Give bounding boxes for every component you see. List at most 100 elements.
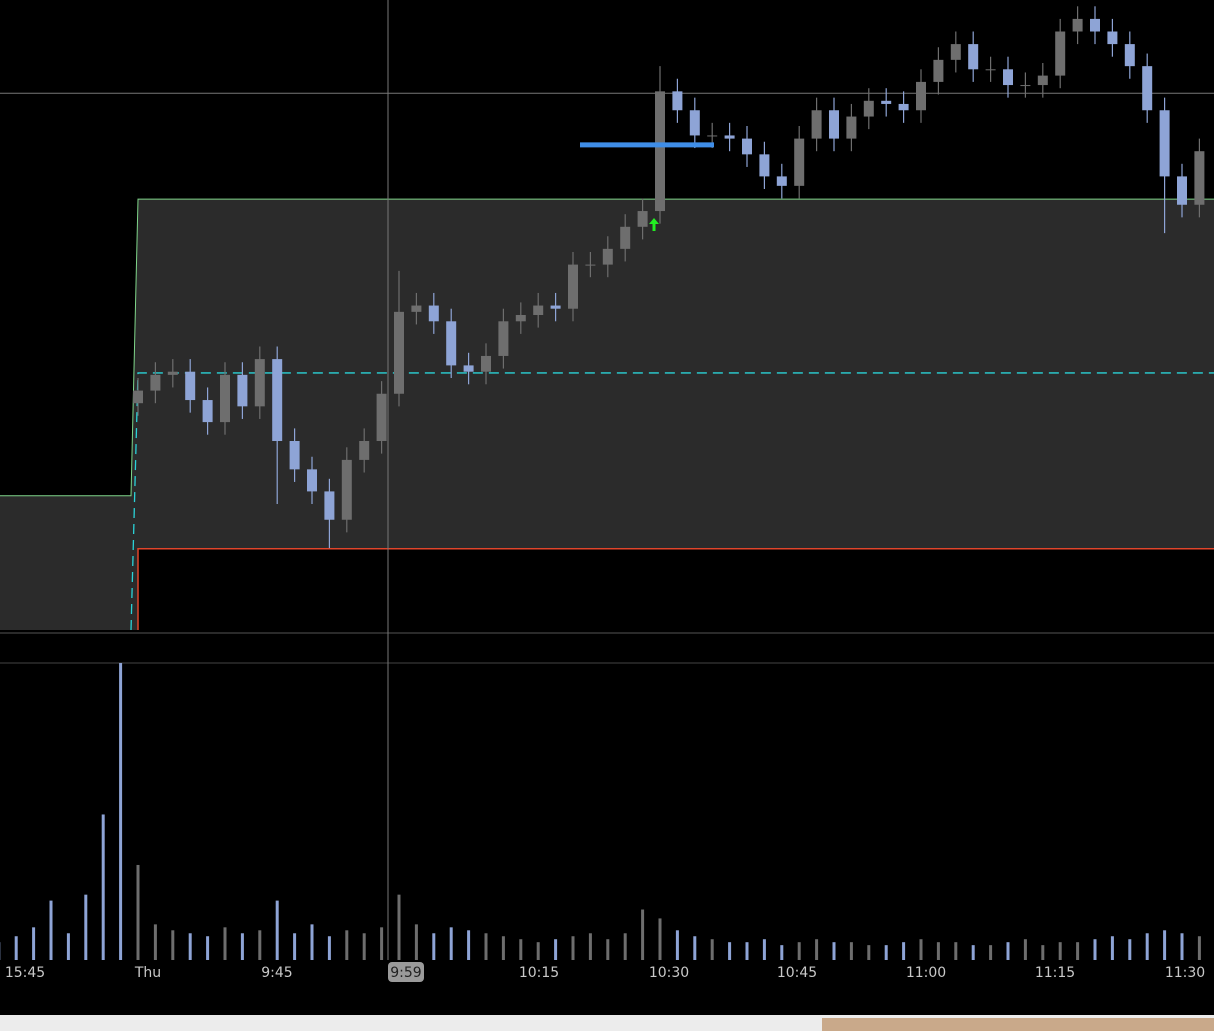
volume-bar	[1197, 936, 1201, 960]
volume-bar	[414, 924, 418, 960]
volume-bar	[240, 933, 244, 960]
volume-bar	[762, 939, 766, 960]
candle-body	[411, 305, 422, 312]
volume-bar	[658, 918, 662, 960]
volume-bar	[467, 930, 471, 960]
candle-body	[1090, 18, 1100, 32]
volume-bar	[327, 936, 331, 960]
signal-arrow	[649, 218, 659, 231]
volume-bar	[815, 939, 819, 960]
range-fill	[0, 495, 131, 630]
candle-body	[359, 441, 370, 460]
candle-body	[985, 69, 996, 71]
candle-body	[933, 59, 944, 82]
candle-body	[655, 91, 665, 212]
candle-body	[1124, 44, 1135, 67]
volume-bar	[293, 933, 297, 960]
volume-bar	[14, 936, 18, 960]
volume-bar	[675, 930, 679, 960]
volume-bar	[1058, 942, 1062, 960]
candle-body	[742, 138, 752, 155]
volume-bar	[1163, 930, 1167, 960]
candle-body	[829, 110, 839, 139]
candle-body	[689, 110, 700, 136]
volume-bar	[693, 936, 697, 960]
candle-body	[585, 264, 596, 266]
candle-body	[898, 103, 909, 111]
candle-body	[133, 390, 143, 404]
volume-bar	[954, 942, 958, 960]
volume-bar	[449, 927, 453, 960]
volume-bar	[849, 942, 853, 960]
volume-bar	[1110, 936, 1114, 960]
candle-body	[1020, 85, 1031, 87]
volume-bar	[919, 939, 923, 960]
candle-body	[602, 248, 613, 265]
candle-body	[1037, 75, 1048, 86]
thumbnail	[822, 1018, 1214, 1031]
candle-body	[446, 321, 457, 366]
candle-body	[515, 315, 526, 322]
volume-bar	[588, 933, 592, 960]
volume-bar	[153, 924, 157, 960]
volume-bar	[623, 933, 627, 960]
candle-body	[1003, 69, 1013, 86]
volume-bar	[536, 942, 540, 960]
candle-body	[185, 371, 196, 401]
candle-body	[794, 138, 805, 186]
candle-body	[272, 359, 283, 441]
x-tick-label: 10:30	[649, 965, 689, 981]
volume-bar	[1093, 939, 1097, 960]
volume-bar	[188, 933, 192, 960]
volume-bar	[432, 933, 436, 960]
candle-body	[202, 400, 213, 423]
volume-bar	[641, 909, 645, 960]
candle-body	[620, 226, 631, 249]
candle-body	[724, 135, 735, 139]
volume-bar	[745, 942, 749, 960]
volume-bar	[519, 939, 523, 960]
candle-body	[220, 374, 230, 423]
candle-body	[254, 359, 265, 407]
candle-body	[881, 100, 892, 104]
volume-bar	[971, 945, 975, 960]
candle-body	[846, 116, 857, 139]
x-tick-label: 11:30	[1165, 965, 1205, 981]
candle-body	[1072, 18, 1083, 32]
volume-bar	[345, 930, 349, 960]
candle-body	[1142, 66, 1153, 111]
volume-bar	[101, 814, 105, 960]
volume-bar	[989, 945, 993, 960]
range-fill	[131, 199, 138, 630]
volume-bar	[554, 939, 558, 960]
candle-body	[1177, 176, 1187, 205]
volume-bar	[606, 939, 610, 960]
candle-body	[289, 441, 300, 470]
volume-bar	[728, 942, 732, 960]
candle-body	[950, 44, 961, 60]
x-tick-label: 10:45	[777, 965, 817, 981]
x-tick-label: 9:45	[261, 965, 292, 981]
volume-bar	[832, 942, 836, 960]
candle-body	[167, 371, 178, 375]
volume-bar	[49, 900, 53, 960]
candle-body	[759, 154, 770, 177]
candle-body	[481, 355, 491, 372]
level-line	[0, 198, 1214, 497]
x-tick-label: 10:15	[519, 965, 559, 981]
volume-bar	[84, 894, 88, 960]
candle-body	[916, 81, 926, 111]
candle-body	[811, 110, 822, 139]
volume-bar	[710, 939, 714, 960]
candle-body	[1159, 110, 1170, 177]
candle-body	[1055, 31, 1066, 76]
candle-body	[341, 459, 352, 520]
volume-bar	[1180, 933, 1184, 960]
x-tick-label: 11:00	[906, 965, 946, 981]
volume-bar	[136, 864, 140, 960]
volume-bar	[380, 927, 384, 960]
volume-bar	[171, 930, 175, 960]
volume-bar	[1145, 933, 1149, 960]
volume-bar	[258, 930, 262, 960]
volume-bar	[310, 924, 314, 960]
